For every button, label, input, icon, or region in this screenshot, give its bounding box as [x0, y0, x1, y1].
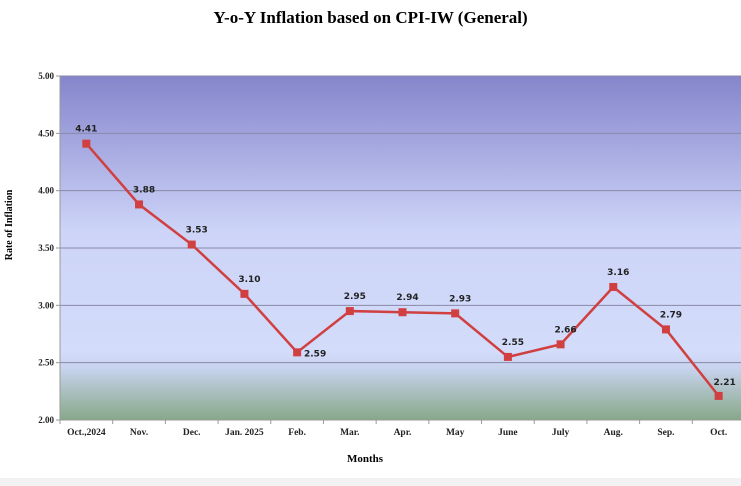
x-tick-label: Jan. 2025 — [225, 428, 264, 438]
y-tick-label: 4.00 — [38, 186, 54, 196]
y-tick-label: 3.50 — [38, 243, 54, 253]
data-label: 2.66 — [554, 325, 576, 335]
y-tick-label: 3.00 — [38, 300, 54, 310]
data-label: 3.10 — [238, 275, 260, 285]
data-point — [187, 240, 196, 249]
x-tick-label: Oct.,2024 — [67, 428, 106, 438]
data-point — [503, 352, 512, 361]
x-tick-label: Dec. — [183, 428, 201, 438]
x-tick-label: Sep. — [657, 428, 674, 438]
data-point — [293, 348, 302, 357]
data-label: 3.88 — [133, 185, 155, 195]
data-point — [345, 307, 354, 316]
data-label: 4.41 — [75, 125, 97, 135]
footer-band — [0, 478, 741, 486]
data-point — [556, 340, 565, 349]
x-tick-label: Aug. — [604, 428, 623, 438]
x-tick-label: May — [446, 428, 465, 438]
x-tick-label: Oct. — [710, 428, 727, 438]
y-tick-label: 4.50 — [38, 128, 54, 138]
x-tick-label: Apr. — [394, 428, 412, 438]
data-point — [135, 200, 144, 209]
y-axis-label: Rate of Inflation — [4, 189, 15, 260]
data-point — [714, 391, 723, 400]
data-label: 2.93 — [449, 294, 471, 304]
data-label: 2.95 — [344, 292, 366, 302]
data-label: 3.16 — [607, 268, 629, 278]
data-point — [240, 289, 249, 298]
data-label: 2.94 — [396, 293, 418, 303]
data-label: 2.21 — [714, 378, 736, 388]
data-label: 2.55 — [502, 338, 524, 348]
x-tick-label: July — [552, 428, 570, 438]
data-point — [451, 309, 460, 318]
data-point — [661, 325, 670, 334]
data-point — [398, 308, 407, 317]
x-tick-label: Mar. — [340, 428, 359, 438]
y-tick-label: 2.00 — [38, 415, 54, 425]
x-tick-label: Feb. — [288, 428, 306, 438]
data-label: 3.53 — [186, 226, 208, 236]
x-axis-label: Months — [347, 453, 384, 465]
x-tick-label: Nov. — [130, 428, 148, 438]
chart-title: Y-o-Y Inflation based on CPI-IW (General… — [213, 8, 528, 27]
data-label: 2.79 — [660, 310, 682, 320]
data-point — [82, 139, 91, 148]
y-tick-label: 2.50 — [38, 358, 54, 368]
data-label: 2.59 — [304, 349, 326, 359]
y-tick-label: 5.00 — [38, 71, 54, 81]
data-point — [609, 282, 618, 291]
x-tick-label: June — [498, 428, 518, 438]
